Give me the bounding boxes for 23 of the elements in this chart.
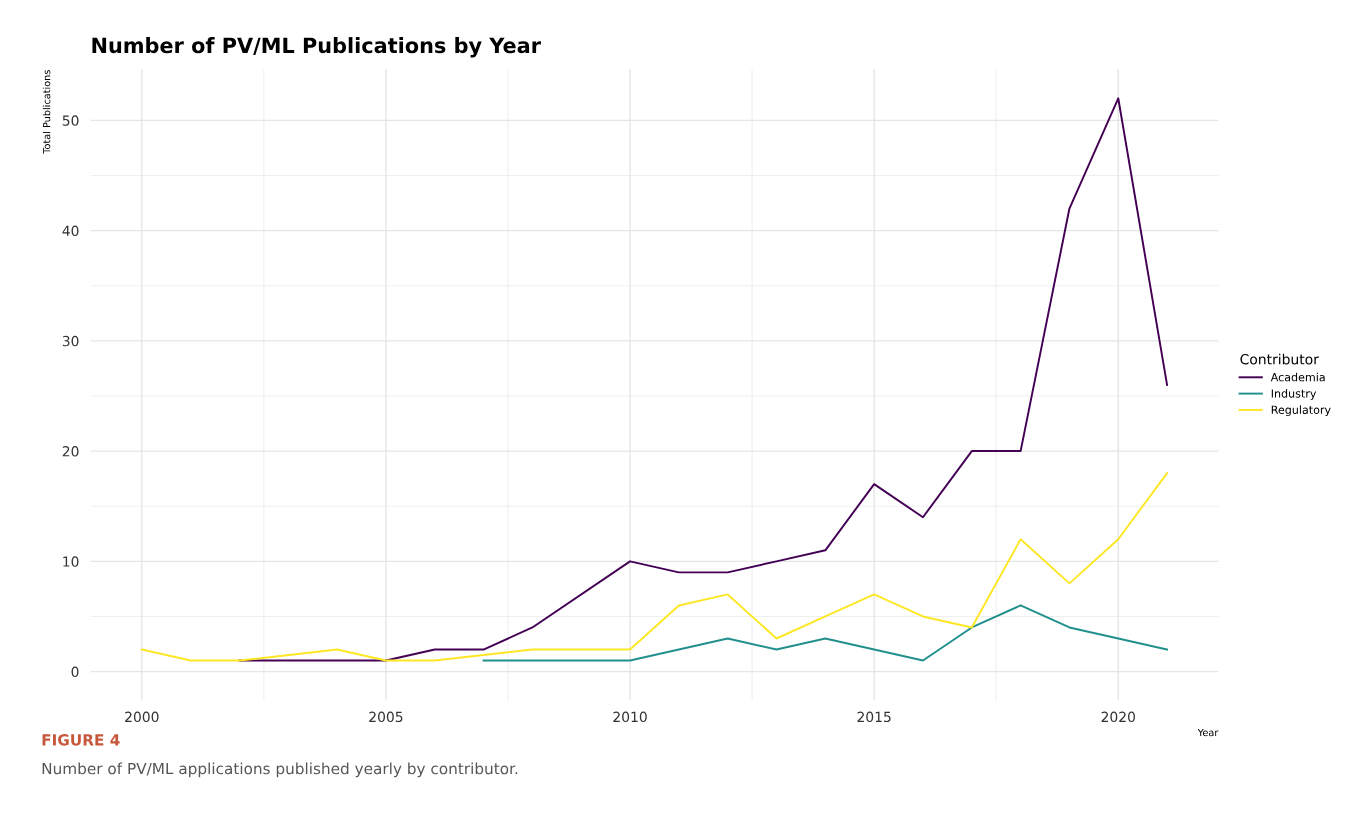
y-tick-label: 50 <box>62 115 79 126</box>
chart-title: Number of PV/ML Publications by Year <box>92 37 541 58</box>
line-series <box>482 604 1169 662</box>
legend-label: Industry <box>1271 389 1317 400</box>
legend-label: Academia <box>1270 372 1325 382</box>
y-axis-title: Total Publications <box>42 70 51 154</box>
y-tick-label: 40 <box>62 225 79 237</box>
x-tick-label: 2020 <box>1101 711 1135 723</box>
y-tick-label: 30 <box>62 335 79 347</box>
x-tick-label: 2010 <box>613 711 647 723</box>
x-tick-label: 2015 <box>857 711 891 723</box>
text: Number of PV/ML applications published yearly by contributor. <box>42 762 518 778</box>
x-tick-label: 2000 <box>125 711 159 723</box>
y-tick-label: 10 <box>63 556 79 567</box>
y-tick-label: 20 <box>62 446 79 457</box>
legend-title: Contributor <box>1240 353 1319 365</box>
line-series <box>238 97 1169 662</box>
x-tick-label: 2005 <box>369 711 403 723</box>
line-series <box>140 472 1169 662</box>
caption: FIGURE 4 <box>42 734 120 746</box>
y-tick-label: 0 <box>71 666 79 678</box>
legend-label: Regulatory <box>1271 405 1331 417</box>
x-axis-title: Year <box>1197 728 1219 737</box>
